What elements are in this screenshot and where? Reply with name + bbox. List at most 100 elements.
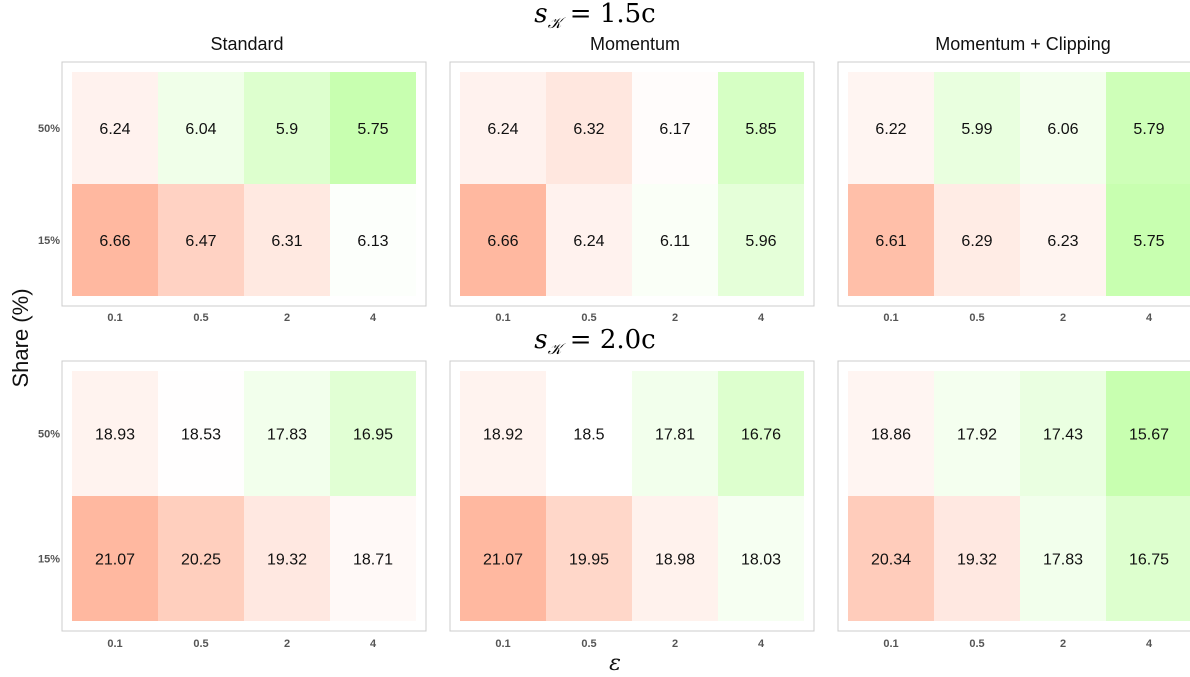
cell-value-label: 6.24 [99, 121, 130, 138]
cell-value-label: 16.95 [353, 427, 393, 444]
heatmap-cell [460, 371, 546, 496]
x-tick-label: 2 [672, 312, 678, 324]
cell-value-label: 5.79 [1133, 121, 1164, 138]
x-tick-label: 0.5 [193, 638, 208, 650]
x-tick-label: 4 [758, 638, 765, 650]
x-tick-label: 2 [1060, 638, 1066, 650]
x-tick-label: 0.1 [883, 312, 898, 324]
cell-value-label: 17.81 [655, 427, 695, 444]
heatmap-cell [244, 184, 330, 296]
cell-value-label: 20.25 [181, 552, 221, 569]
x-tick-label: 0.5 [969, 312, 984, 324]
heatmap-cell [718, 184, 804, 296]
x-tick-label: 0.5 [581, 312, 596, 324]
y-tick-label: 15% [38, 235, 60, 247]
cell-value-label: 6.31 [271, 233, 302, 250]
cell-value-label: 6.06 [1047, 121, 1078, 138]
y-tick-label: 15% [38, 554, 60, 566]
heatmap-cell [848, 371, 934, 496]
cell-value-label: 21.07 [483, 552, 523, 569]
heatmap-cell [330, 72, 416, 184]
heatmap-cell [1106, 72, 1190, 184]
cell-value-label: 6.17 [659, 121, 690, 138]
cell-value-label: 5.85 [745, 121, 776, 138]
cell-value-label: 6.24 [573, 233, 604, 250]
heatmap-cell [934, 72, 1020, 184]
cell-value-label: 6.22 [875, 121, 906, 138]
y-axis-label: Share (%) [8, 288, 33, 387]
heatmap-cell [72, 72, 158, 184]
heatmap-cell [848, 496, 934, 621]
cell-value-label: 16.75 [1129, 552, 1169, 569]
heatmap-cell [1020, 184, 1106, 296]
facet-title: Standard [210, 34, 283, 54]
x-axis-label: ε [609, 651, 621, 676]
cell-value-label: 21.07 [95, 552, 135, 569]
x-tick-label: 4 [1146, 312, 1153, 324]
x-tick-label: 0.1 [495, 312, 510, 324]
x-tick-label: 0.5 [193, 312, 208, 324]
x-tick-label: 2 [672, 638, 678, 650]
cell-value-label: 17.92 [957, 427, 997, 444]
cell-value-label: 17.83 [267, 427, 307, 444]
cell-value-label: 6.13 [357, 233, 388, 250]
cell-value-label: 5.75 [1133, 233, 1164, 250]
cell-value-label: 17.83 [1043, 552, 1083, 569]
cell-value-label: 18.03 [741, 552, 781, 569]
heatmap-cell [330, 184, 416, 296]
heatmap-cell [330, 496, 416, 621]
x-tick-label: 0.1 [107, 638, 122, 650]
heatmap-cell [718, 496, 804, 621]
cell-value-label: 20.34 [871, 552, 911, 569]
heatmap-cell [72, 184, 158, 296]
x-tick-label: 0.5 [969, 638, 984, 650]
cell-value-label: 18.98 [655, 552, 695, 569]
heatmap-cell [158, 371, 244, 496]
cell-value-label: 6.29 [961, 233, 992, 250]
cell-value-label: 6.66 [99, 233, 130, 250]
heatmap-cell [546, 184, 632, 296]
x-tick-label: 4 [758, 312, 765, 324]
heatmap-cell [848, 184, 934, 296]
heatmap-cell [72, 496, 158, 621]
heatmap-cell [158, 72, 244, 184]
x-tick-label: 0.1 [495, 638, 510, 650]
x-tick-label: 0.5 [581, 638, 596, 650]
heatmap-cell [632, 72, 718, 184]
x-tick-label: 0.1 [883, 638, 898, 650]
cell-value-label: 6.23 [1047, 233, 1078, 250]
x-tick-label: 0.1 [107, 312, 122, 324]
heatmap-cell [72, 371, 158, 496]
cell-value-label: 18.71 [353, 552, 393, 569]
heatmap-cell [934, 371, 1020, 496]
heatmap-cell [934, 496, 1020, 621]
cell-value-label: 19.95 [569, 552, 609, 569]
cell-value-label: 6.66 [487, 233, 518, 250]
cell-value-label: 19.32 [957, 552, 997, 569]
cell-value-label: 6.04 [185, 121, 216, 138]
x-tick-label: 4 [370, 312, 377, 324]
heatmap-cell [1020, 371, 1106, 496]
heatmap-cell [718, 371, 804, 496]
heatmap-cell [158, 184, 244, 296]
facet-title: Momentum + Clipping [935, 34, 1111, 54]
heatmap-cell [1106, 371, 1190, 496]
heatmap-cell [244, 496, 330, 621]
cell-value-label: 6.24 [487, 121, 518, 138]
cell-value-label: 5.9 [276, 121, 298, 138]
heatmap-cell [632, 371, 718, 496]
heatmap-cell [158, 496, 244, 621]
cell-value-label: 18.92 [483, 427, 523, 444]
heatmap-cell [460, 496, 546, 621]
x-tick-label: 4 [1146, 638, 1153, 650]
heatmap-cell [632, 496, 718, 621]
cell-value-label: 16.76 [741, 427, 781, 444]
heatmap-cell [1020, 72, 1106, 184]
heatmap-cell [1106, 184, 1190, 296]
x-tick-label: 4 [370, 638, 377, 650]
heatmap-cell [632, 184, 718, 296]
heatmap-cell [330, 371, 416, 496]
heatmap-cell [546, 72, 632, 184]
cell-value-label: 6.47 [185, 233, 216, 250]
